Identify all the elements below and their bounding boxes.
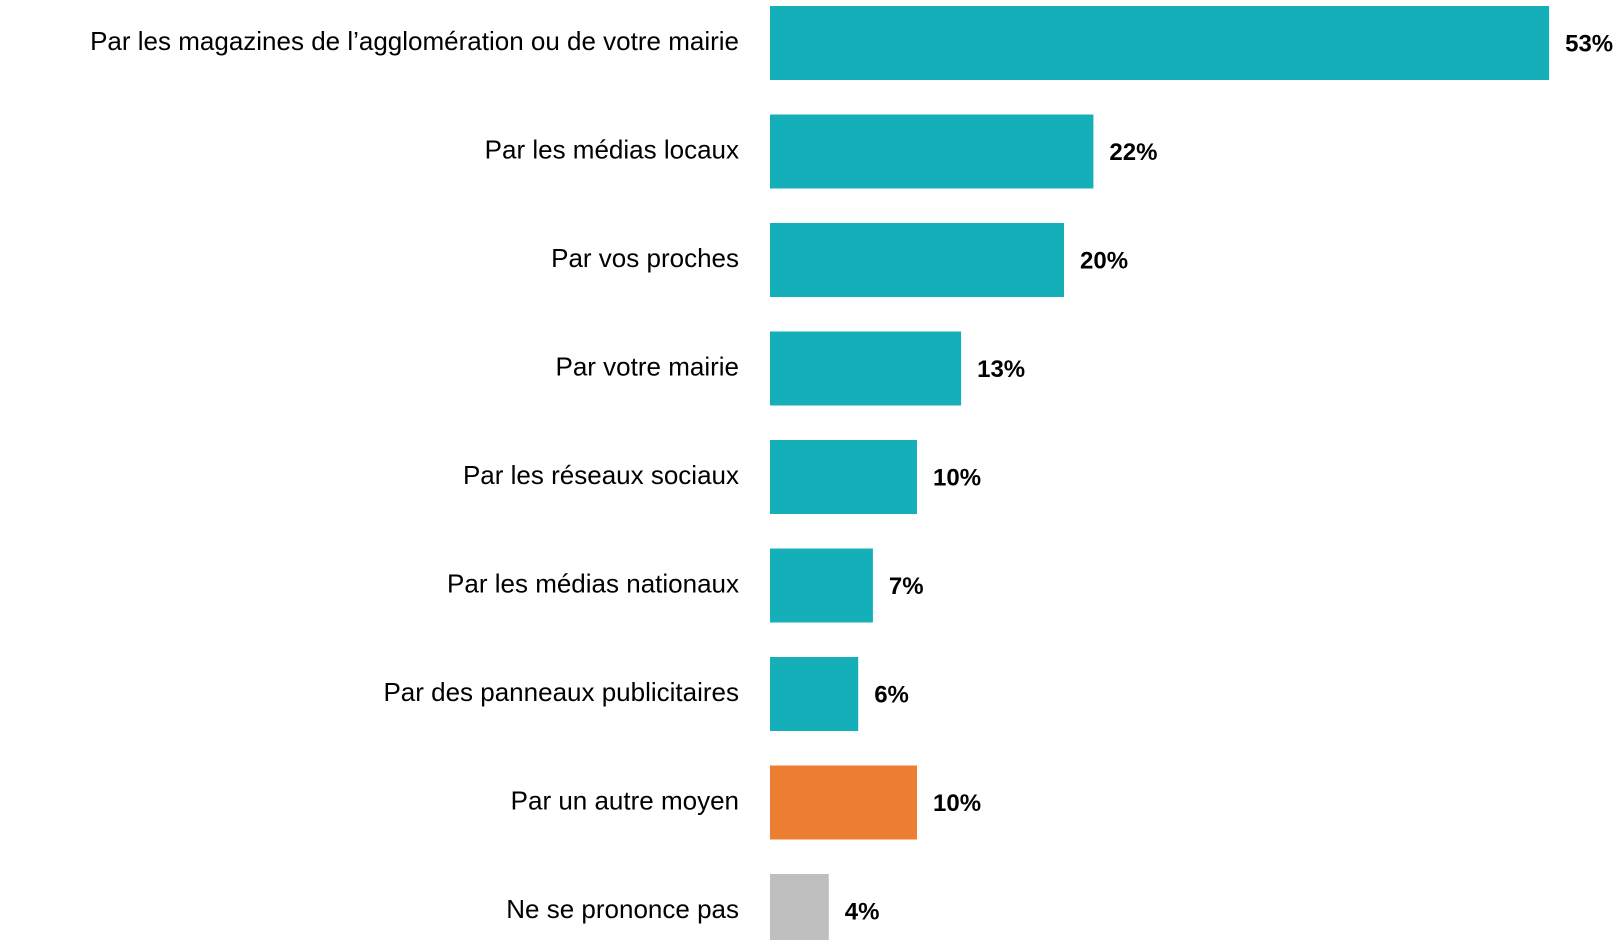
value-label: 13%: [977, 356, 1025, 383]
bar: [770, 114, 1094, 189]
value-label: 10%: [933, 464, 981, 491]
value-label: 7%: [889, 573, 924, 600]
category-label: Par les magazines de l’agglomération ou …: [90, 26, 739, 56]
category-label: Par les médias locaux: [485, 134, 739, 164]
value-label: 53%: [1565, 30, 1613, 57]
category-label: Par les réseaux sociaux: [463, 460, 739, 490]
value-label: 22%: [1109, 139, 1157, 166]
value-label: 20%: [1080, 247, 1128, 274]
category-label: Par votre mairie: [556, 351, 740, 381]
value-label: 4%: [845, 898, 880, 925]
value-label: 10%: [933, 790, 981, 817]
category-label: Par un autre moyen: [511, 785, 739, 815]
bar: [770, 548, 873, 623]
bar: [770, 331, 962, 406]
category-label: Par les médias nationaux: [447, 568, 739, 598]
category-label: Par vos proches: [551, 243, 739, 273]
bar: [770, 223, 1064, 297]
bar: [770, 6, 1550, 80]
category-label: Ne se prononce pas: [506, 894, 739, 924]
bar: [770, 765, 917, 840]
bar: [770, 874, 829, 940]
bar: [770, 440, 917, 514]
value-label: 6%: [874, 681, 909, 708]
bar: [770, 657, 859, 731]
category-label: Par des panneaux publicitaires: [383, 677, 739, 707]
